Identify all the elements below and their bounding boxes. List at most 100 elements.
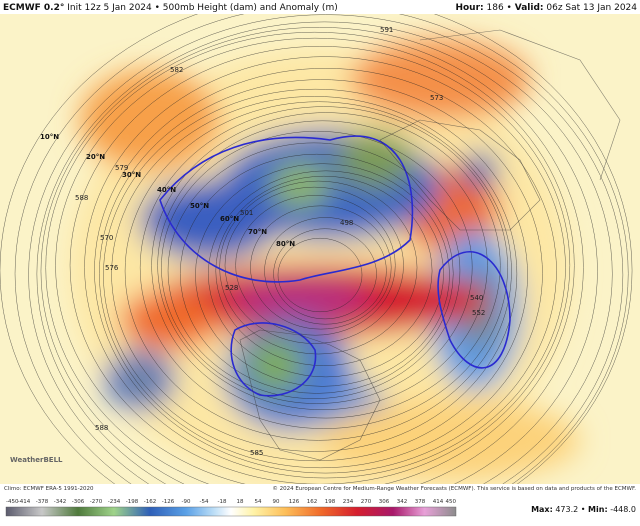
colorbar-label: 126 <box>289 499 300 505</box>
contour <box>36 21 613 484</box>
contour <box>139 106 508 429</box>
contour-label: 498 <box>340 219 353 227</box>
lat-label: 20°N <box>86 153 105 161</box>
lat-label: 60°N <box>220 215 239 223</box>
contour <box>111 96 518 452</box>
colorbar-label: 162 <box>307 499 318 505</box>
contour-label: 588 <box>75 194 88 202</box>
contour-label: 582 <box>170 66 183 74</box>
colorbar-label: -342 <box>54 499 66 505</box>
logo: WeatherBELL <box>10 456 63 464</box>
stats: Max: 473.2 • Min: -448.0 <box>531 505 636 514</box>
lat-label: 50°N <box>190 202 209 210</box>
colorbar-label: 414 <box>433 499 444 505</box>
contour <box>124 101 512 441</box>
contour-label: 540 <box>470 294 483 302</box>
valid-label: Valid: <box>515 3 544 13</box>
colorbar <box>5 506 457 517</box>
contour <box>55 37 575 484</box>
colorbar-label: -378 <box>36 499 49 505</box>
contour <box>103 88 528 462</box>
contour <box>161 130 473 404</box>
contour <box>14 14 629 484</box>
colorbar-label: -198 <box>126 499 139 505</box>
min-label: Min: <box>588 505 608 514</box>
max: 473.2 • <box>555 505 585 514</box>
contour-labels: 591 582 573 579 588 570 576 585 540 552 528 501 498 5… <box>75 26 485 457</box>
contour-label: 576 <box>105 264 119 272</box>
colorbar-label: -162 <box>144 499 156 505</box>
contour <box>273 228 377 320</box>
contour <box>84 56 566 479</box>
header-valid: Hour: 186 • Valid: 06z Sat 13 Jan 2024 <box>455 3 637 13</box>
max-label: Max: <box>531 505 553 514</box>
contour <box>195 163 450 387</box>
contour-label: 501 <box>240 209 253 217</box>
colorbar-label: 306 <box>379 499 390 505</box>
hour-label: Hour: <box>455 3 483 13</box>
colorbar-label: 378 <box>415 499 426 505</box>
colorbar-label: -234 <box>108 499 121 505</box>
contour <box>99 79 543 469</box>
colorbar-label: -306 <box>72 499 85 505</box>
colorbar-label: -450 <box>6 499 19 505</box>
contour-label: 585 <box>250 449 263 457</box>
colorbar-label: -126 <box>162 499 175 505</box>
contour <box>264 217 387 325</box>
contour <box>94 68 557 474</box>
contour-label: 570 <box>100 234 113 242</box>
lat-label: 40°N <box>157 186 176 194</box>
contour-label: 579 <box>115 164 128 172</box>
colorbar-label: 18 <box>237 499 244 505</box>
colorbar-label: -90 <box>182 499 191 505</box>
lat-label: 30°N <box>122 171 141 179</box>
contour <box>277 237 363 313</box>
copyright: © 2024 European Centre for Medium-Range … <box>272 485 636 492</box>
contour <box>151 112 501 419</box>
info: Init 12z 5 Jan 2024 • 500mb Height (dam)… <box>67 3 337 13</box>
hour: 186 • <box>487 3 512 13</box>
lat-label: 10°N <box>40 133 59 141</box>
colorbar-label: -270 <box>90 499 103 505</box>
valid: 06z Sat 13 Jan 2024 <box>546 3 637 13</box>
colorbar-label: 90 <box>273 499 280 505</box>
contour-label: 528 <box>225 284 238 292</box>
colorbar-label: -54 <box>200 499 209 505</box>
contour <box>235 195 396 336</box>
contour-label: 591 <box>380 26 393 34</box>
colorbar-label: -414 <box>18 499 31 505</box>
header-title: ECMWF 0.2° Init 12z 5 Jan 2024 • 500mb H… <box>3 3 338 13</box>
model: ECMWF 0.2° <box>3 3 64 13</box>
contour <box>167 142 461 399</box>
colorbar-label: 198 <box>325 499 336 505</box>
climo: Climo: ECMWF ERA-5 1991-2020 <box>4 486 94 492</box>
contour <box>179 153 454 394</box>
lat-label: 80°N <box>276 240 295 248</box>
contour <box>219 180 418 355</box>
lat-labels: 10°N 20°N 30°N 40°N 50°N 60°N 70°N 80°N <box>40 133 295 248</box>
contour <box>45 31 584 484</box>
min: -448.0 <box>610 505 636 514</box>
lat-label: 70°N <box>248 228 267 236</box>
colorbar-label: 270 <box>361 499 372 505</box>
colorbar-label: 342 <box>397 499 408 505</box>
contour <box>157 120 488 410</box>
contour-label: 588 <box>95 424 108 432</box>
contour <box>250 205 392 330</box>
contour <box>40 27 598 484</box>
colorbar-label: -18 <box>218 499 227 505</box>
header-bar <box>0 0 640 14</box>
colorbar-labels: -450 -414 -378 -342 -306 -270 -234 -198 -162 -126… <box>6 499 456 505</box>
colorbar-label: 450 <box>446 499 457 505</box>
colorbar-label: 234 <box>343 499 354 505</box>
contour <box>208 170 444 378</box>
contour <box>69 46 571 484</box>
contour <box>224 186 404 344</box>
contour <box>28 14 624 484</box>
contour <box>215 175 433 366</box>
colorbar-label: 54 <box>255 499 262 505</box>
contour-label: 552 <box>472 309 485 317</box>
